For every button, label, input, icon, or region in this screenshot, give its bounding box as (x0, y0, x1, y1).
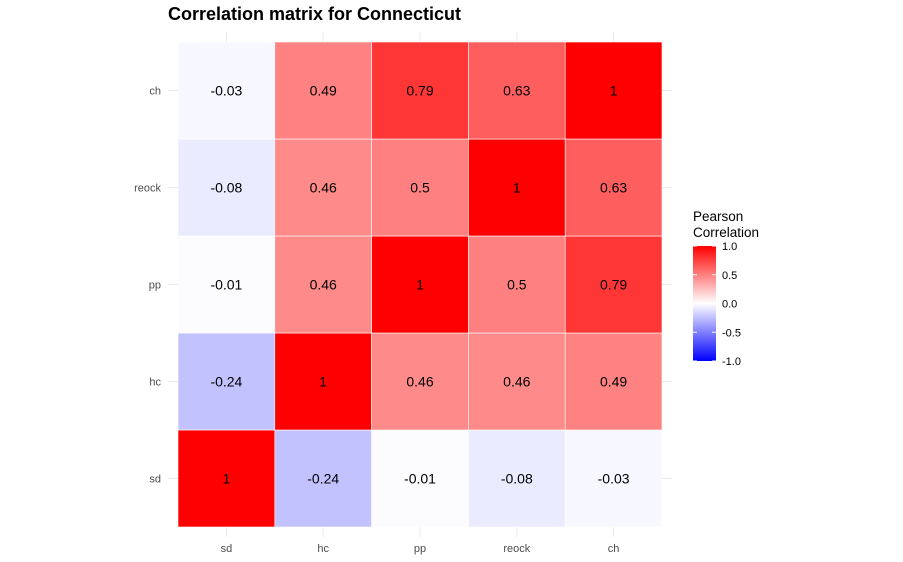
cell-value-label: 0.46 (503, 374, 530, 390)
legend-tick-label: 0.0 (722, 299, 737, 311)
cell-value-label: 0.49 (600, 374, 627, 390)
heatmap-cell-pp-sd (371, 429, 469, 528)
y-tick-label: reock (134, 183, 161, 195)
heatmap-cell-pp-hc (371, 332, 469, 431)
x-tick-label: ch (608, 543, 620, 555)
legend-colorbar (693, 246, 716, 361)
cell-value-label: 0.5 (410, 180, 430, 196)
heatmap-cell-ch-ch (564, 41, 663, 140)
heatmap-cell-reock-sd (468, 429, 566, 528)
heatmap-cell-ch-reock (564, 138, 663, 237)
cell-value-label: -0.01 (404, 471, 436, 487)
legend-title-line1: Pearson (693, 209, 743, 224)
chart-title: Correlation matrix for Connecticut (168, 4, 461, 24)
x-tick-label: pp (414, 543, 426, 555)
x-axis: sd hc pp reock ch (221, 543, 620, 555)
x-tick-label: reock (503, 543, 530, 555)
cell-value-label: -0.08 (210, 180, 242, 196)
cell-value-label: 0.46 (310, 180, 337, 196)
heatmap-cell-ch-hc (564, 332, 663, 431)
heatmap-cell-hc-reock (274, 138, 372, 237)
cell-value-label: -0.24 (210, 374, 242, 390)
heatmap-cell-sd-hc (177, 332, 276, 431)
heatmap-cell-pp-ch (371, 41, 469, 140)
cell-value-label: 1 (610, 83, 618, 99)
cell-value-label: 0.46 (310, 277, 337, 293)
heatmap-cells (177, 41, 663, 528)
heatmap-cell-hc-pp (274, 235, 372, 334)
y-tick-label: sd (149, 474, 161, 486)
cell-value-label: -0.03 (598, 471, 630, 487)
y-tick-label: hc (149, 377, 161, 389)
heatmap-cell-reock-hc (468, 332, 566, 431)
cell-value-label: 0.5 (507, 277, 527, 293)
cell-value-label: 1 (416, 277, 424, 293)
heatmap-cell-hc-ch (274, 41, 372, 140)
cell-value-label: -0.08 (501, 471, 533, 487)
cell-value-label: -0.03 (210, 83, 242, 99)
heatmap-cell-sd-reock (177, 138, 276, 237)
heatmap-cell-pp-pp (371, 235, 469, 334)
heatmap-cell-sd-ch (177, 41, 276, 140)
cell-value-label: 0.79 (406, 83, 433, 99)
heatmap-cell-reock-ch (468, 41, 566, 140)
cell-value-label: 0.46 (406, 374, 433, 390)
cell-value-label: 1 (319, 374, 327, 390)
cell-value-label: -0.01 (210, 277, 242, 293)
heatmap-cell-sd-pp (177, 235, 276, 334)
heatmap-cell-ch-sd (564, 429, 663, 528)
cell-value-label: 0.63 (600, 180, 627, 196)
x-tick-label: sd (221, 543, 233, 555)
legend-title-line2: Correlation (693, 225, 759, 240)
y-tick-label: pp (149, 280, 161, 292)
heatmap-cell-reock-reock (468, 138, 566, 237)
y-axis: sd hc pp reock ch (134, 86, 161, 486)
legend-tick-label: 0.5 (722, 270, 737, 282)
cell-value-label: 0.49 (310, 83, 337, 99)
heatmap-cell-hc-hc (274, 332, 372, 431)
cell-value-label: 0.63 (503, 83, 530, 99)
cell-value-label: -0.24 (307, 471, 339, 487)
heatmap-cell-hc-sd (274, 429, 372, 528)
cell-value-label: 0.79 (600, 277, 627, 293)
cell-value-label: 1 (513, 180, 521, 196)
legend: Pearson Correlation 1.0 0.5 0.0 -0.5 -1.0 (693, 209, 759, 368)
x-tick-label: hc (317, 543, 329, 555)
legend-tick-label: 1.0 (722, 241, 737, 253)
heatmap-cell-pp-reock (371, 138, 469, 237)
cell-labels: 1 -0.24 -0.01 -0.08 -0.03 -0.24 1 0.46 0.46 0.49 -… (210, 83, 629, 487)
cell-value-label: 1 (223, 471, 231, 487)
legend-tick-label: -0.5 (722, 327, 741, 339)
y-tick-label: ch (149, 86, 161, 98)
legend-tick-label: -1.0 (722, 356, 741, 368)
